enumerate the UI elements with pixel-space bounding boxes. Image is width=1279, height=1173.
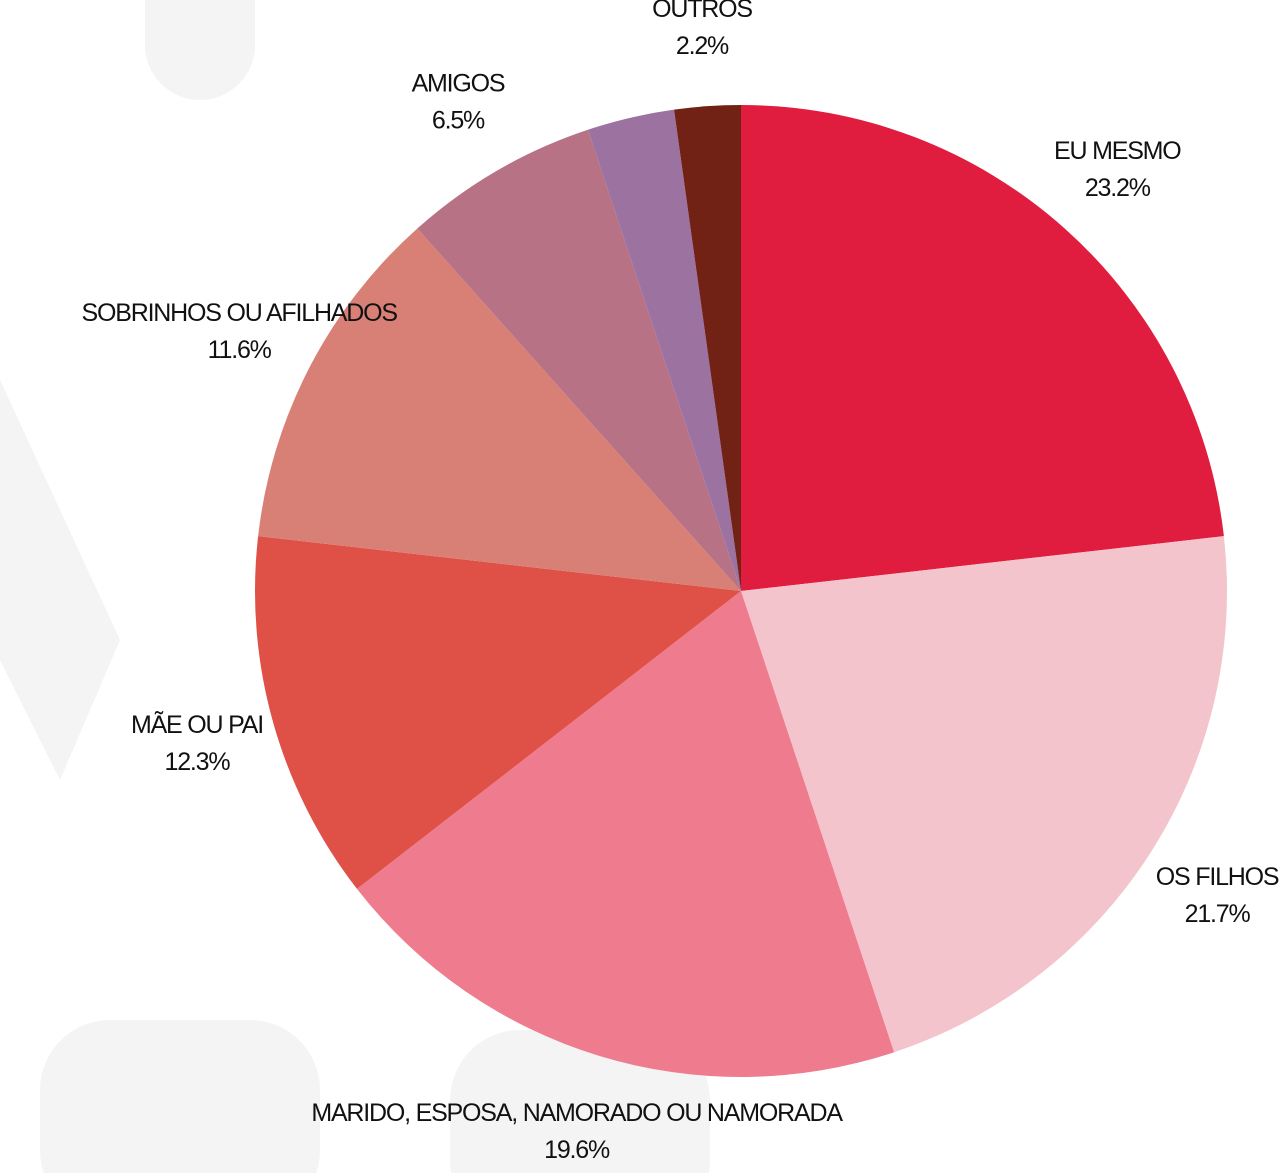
pie-slice [255, 536, 741, 889]
slice-value-label: 12.3% [165, 748, 231, 776]
pie-slice [674, 105, 741, 591]
slice-value-label: 21.7% [1185, 900, 1251, 928]
slice-label: AMIGOS [412, 70, 505, 98]
slice-value-label: 11.6% [208, 336, 272, 364]
pie-slice [258, 228, 741, 592]
slice-label: OUTROS [652, 0, 752, 23]
slice-label: SOBRINHOS OU AFILHADOS [82, 299, 398, 327]
slice-value-label: 23.2% [1085, 174, 1151, 202]
slice-label: OS FILHOS [1156, 863, 1279, 891]
pie-slice [417, 129, 741, 592]
pie-slice [587, 109, 741, 592]
pie-slice [741, 536, 1228, 1053]
pie-slice [741, 105, 1224, 591]
slice-value-label: 19.6% [544, 1136, 610, 1164]
slice-value-label: 2.2% [676, 32, 729, 60]
slice-label: EU MESMO [1054, 137, 1181, 165]
slice-label: MÃE OU PAI [131, 710, 263, 739]
pie-slice [356, 591, 895, 1077]
slice-label: MARIDO, ESPOSA, NAMORADO OU NAMORADA [311, 1099, 843, 1127]
slice-value-label: 6.5% [432, 107, 485, 135]
